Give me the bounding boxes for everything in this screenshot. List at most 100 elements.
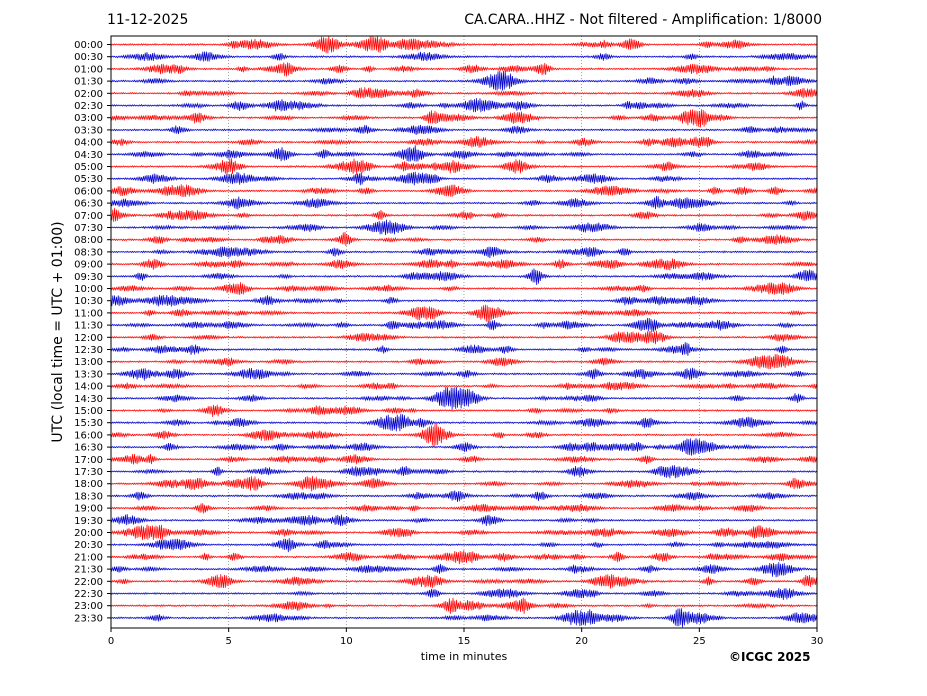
trace-18:30: [110, 490, 817, 503]
trace-12:30: [110, 342, 817, 356]
y-tick-label: 18:00: [74, 479, 103, 490]
y-tick-label: 04:30: [74, 150, 103, 161]
trace-00:00: [110, 35, 817, 54]
trace-21:00: [110, 550, 817, 565]
y-tick-label: 23:30: [74, 613, 103, 624]
x-tick-label-0: 0: [108, 636, 114, 647]
trace-11:00: [110, 304, 817, 323]
trace-00:30: [110, 51, 817, 62]
x-axis-label: time in minutes: [420, 650, 508, 663]
trace-21:30: [110, 562, 817, 578]
y-tick-label: 20:00: [74, 528, 103, 539]
trace-02:00: [110, 87, 817, 99]
y-tick-label: 08:00: [74, 235, 103, 246]
y-tick-label: 04:00: [74, 138, 103, 149]
trace-20:30: [110, 538, 817, 553]
y-tick-label: 10:30: [74, 296, 103, 307]
y-tick-label: 05:30: [74, 174, 103, 185]
x-tick-label-20: 20: [575, 636, 588, 647]
y-tick-label: 00:00: [74, 40, 103, 51]
trace-14:00: [110, 381, 817, 391]
y-tick-label: 06:30: [74, 199, 103, 210]
trace-16:00: [110, 423, 817, 447]
y-tick-label: 15:30: [74, 418, 103, 429]
copyright-label: ©ICGC 2025: [729, 650, 811, 664]
y-tick-label: 03:30: [74, 125, 103, 136]
trace-10:00: [110, 282, 817, 295]
trace-02:30: [110, 98, 817, 113]
trace-05:30: [110, 171, 817, 186]
plot-frame: [110, 35, 818, 629]
x-tick-label-25: 25: [693, 636, 706, 647]
x-tick-label-15: 15: [458, 636, 471, 647]
y-tick-label: 16:30: [74, 443, 103, 454]
trace-17:00: [110, 453, 817, 465]
y-tick-label: 22:30: [74, 589, 103, 600]
trace-22:00: [110, 574, 817, 589]
y-tick-label: 19:30: [74, 516, 103, 527]
trace-14:30: [110, 386, 817, 410]
y-tick-label: 17:30: [74, 467, 103, 478]
y-tick-label: 12:00: [74, 333, 103, 344]
y-tick-label: 07:30: [74, 223, 103, 234]
y-tick-label: 01:00: [74, 64, 103, 75]
trace-20:00: [110, 524, 817, 541]
trace-03:30: [110, 124, 817, 136]
trace-01:00: [110, 62, 817, 77]
trace-01:30: [110, 70, 817, 91]
chart-date: 11-12-2025: [107, 12, 189, 28]
trace-15:30: [110, 414, 817, 432]
trace-08:00: [110, 231, 817, 246]
trace-09:30: [110, 268, 817, 285]
trace-07:00: [110, 207, 817, 222]
y-tick-label: 21:00: [74, 552, 103, 563]
y-tick-label: 06:00: [74, 186, 103, 197]
y-tick-label: 14:00: [74, 382, 103, 393]
y-tick-label: 16:00: [74, 430, 103, 441]
y-tick-label: 18:30: [74, 491, 103, 502]
trace-09:00: [110, 258, 817, 271]
y-tick-label: 03:00: [74, 113, 103, 124]
trace-23:00: [110, 597, 817, 615]
trace-12:00: [110, 330, 817, 345]
y-tick-label: 19:00: [74, 504, 103, 515]
y-tick-label: 10:00: [74, 284, 103, 295]
trace-18:00: [110, 475, 817, 492]
y-tick-label: 22:00: [74, 577, 103, 588]
trace-16:30: [110, 438, 817, 456]
trace-07:30: [110, 219, 817, 236]
y-tick-label: 01:30: [74, 77, 103, 88]
y-tick-label: 08:30: [74, 247, 103, 258]
y-tick-label: 09:00: [74, 260, 103, 271]
y-tick-label: 23:00: [74, 601, 103, 612]
y-tick-label: 13:30: [74, 369, 103, 380]
y-tick-label: 12:30: [74, 345, 103, 356]
x-tick-label-10: 10: [340, 636, 353, 647]
trace-22:30: [110, 588, 817, 601]
trace-03:00: [110, 109, 817, 128]
y-tick-label: 14:30: [74, 394, 103, 405]
trace-05:00: [110, 158, 817, 175]
y-tick-label: 17:00: [74, 455, 103, 466]
trace-11:30: [110, 317, 817, 332]
x-tick-label-5: 5: [225, 636, 231, 647]
trace-15:00: [110, 404, 817, 417]
trace-04:00: [110, 136, 817, 148]
trace-17:30: [110, 465, 817, 479]
y-tick-label: 05:00: [74, 162, 103, 173]
y-tick-label: 20:30: [74, 540, 103, 551]
trace-08:30: [110, 246, 817, 259]
trace-layer: [110, 35, 817, 628]
trace-13:00: [110, 353, 817, 370]
y-tick-label: 15:00: [74, 406, 103, 417]
trace-19:00: [110, 503, 817, 514]
chart-title: CA.CARA..HHZ - Not filtered - Amplificat…: [464, 12, 822, 28]
y-tick-label: 07:00: [74, 211, 103, 222]
y-tick-label: 11:30: [74, 321, 103, 332]
grid-layer: [228, 36, 700, 628]
trace-19:30: [110, 514, 817, 527]
y-tick-label: 09:30: [74, 272, 103, 283]
y-tick-label: 02:30: [74, 101, 103, 112]
